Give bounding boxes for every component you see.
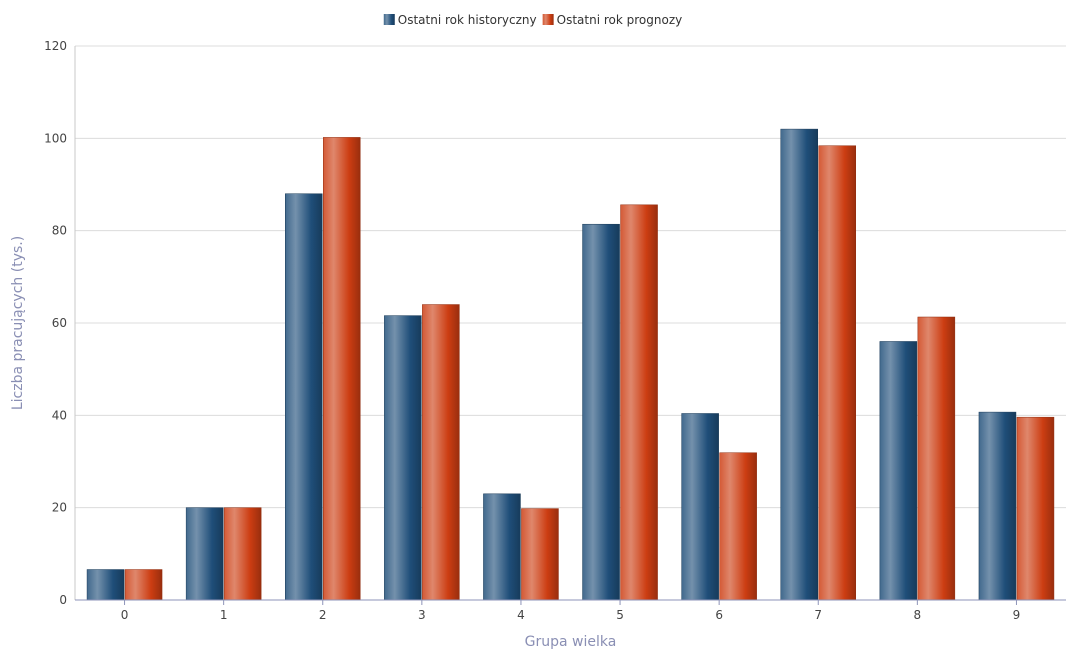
bar-forecast-6[interactable] — [719, 452, 757, 601]
y-tick-label: 120 — [44, 39, 67, 53]
y-tick-label: 20 — [52, 501, 67, 515]
bar-forecast-7[interactable] — [818, 145, 856, 601]
bar-forecast-9[interactable] — [1016, 416, 1055, 601]
y-tick-label: 60 — [52, 316, 67, 330]
x-axis-title: Grupa wielka — [525, 634, 617, 649]
legend-swatch — [383, 14, 395, 25]
bar-forecast-8[interactable] — [917, 316, 956, 601]
y-tick-label: 0 — [59, 593, 67, 607]
x-tick-label: 6 — [715, 608, 723, 622]
bar-forecast-0[interactable] — [124, 569, 163, 601]
legend-item-historical[interactable]: Ostatni rok historyczny — [383, 13, 537, 27]
bar-forecast-5[interactable] — [620, 204, 658, 601]
x-tick-label: 9 — [1013, 608, 1021, 622]
bar-historical-0[interactable] — [86, 569, 125, 601]
bar-historical-9[interactable] — [978, 411, 1017, 601]
bar-historical-8[interactable] — [879, 341, 918, 601]
y-tick-label: 40 — [52, 408, 67, 422]
axes: 0 20 40 60 80 100 120 0 1 2 3 4 5 6 7 8 9 — [44, 39, 1066, 622]
gridlines — [75, 45, 1066, 509]
bars — [86, 128, 1055, 601]
x-tick-label: 5 — [616, 608, 624, 622]
y-tick-label: 100 — [44, 131, 67, 145]
x-tick-label: 7 — [814, 608, 822, 622]
x-tick-label: 8 — [914, 608, 922, 622]
bar-historical-3[interactable] — [384, 315, 422, 601]
bar-forecast-4[interactable] — [521, 508, 559, 601]
bar-forecast-1[interactable] — [223, 507, 262, 601]
bar-historical-1[interactable] — [185, 507, 224, 601]
bar-historical-6[interactable] — [681, 413, 719, 601]
y-tick-label: 80 — [52, 224, 67, 238]
bar-historical-7[interactable] — [780, 128, 818, 601]
y-axis-title: Liczba pracujących (tys.) — [10, 236, 26, 410]
bar-historical-4[interactable] — [483, 493, 521, 601]
bar-forecast-3[interactable] — [422, 304, 460, 601]
x-tick-label: 1 — [220, 608, 228, 622]
x-tick-label: 4 — [517, 608, 525, 622]
bar-forecast-2[interactable] — [323, 137, 361, 601]
x-tick-label: 0 — [121, 608, 129, 622]
legend-swatch — [542, 14, 554, 25]
bar-historical-2[interactable] — [285, 193, 323, 601]
legend: Ostatni rok historyczny Ostatni rok progn… — [383, 13, 683, 27]
legend-label: Ostatni rok prognozy — [557, 13, 683, 27]
legend-label: Ostatni rok historyczny — [398, 13, 537, 27]
legend-item-forecast[interactable]: Ostatni rok prognozy — [542, 13, 683, 27]
bar-historical-5[interactable] — [582, 223, 620, 601]
x-tick-label: 3 — [418, 608, 426, 622]
x-tick-label: 2 — [319, 608, 327, 622]
